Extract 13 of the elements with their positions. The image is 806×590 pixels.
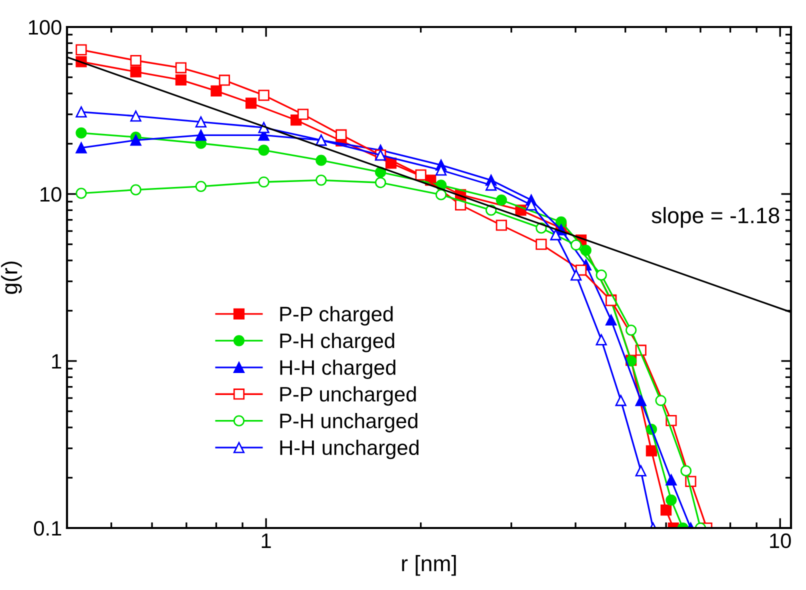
legend-label: P-P uncharged	[280, 386, 416, 406]
legend-label: P-H uncharged	[280, 413, 418, 432]
legend-label: H-H charged	[280, 360, 396, 380]
annotation: slope = -1.18	[652, 207, 780, 228]
y-tick-label: 100	[28, 20, 62, 35]
y-tick-label: 1	[52, 354, 62, 369]
legend-label: P-H charged	[280, 332, 394, 352]
legend-label: P-P charged	[280, 306, 393, 326]
legend-label: H-H uncharged	[280, 440, 419, 460]
y-axis-title: g(r)	[1, 262, 22, 294]
y-tick-label: 0.1	[34, 521, 62, 536]
x-axis-title: r [nm]	[402, 555, 456, 576]
y-tick-label: 10	[40, 187, 62, 202]
